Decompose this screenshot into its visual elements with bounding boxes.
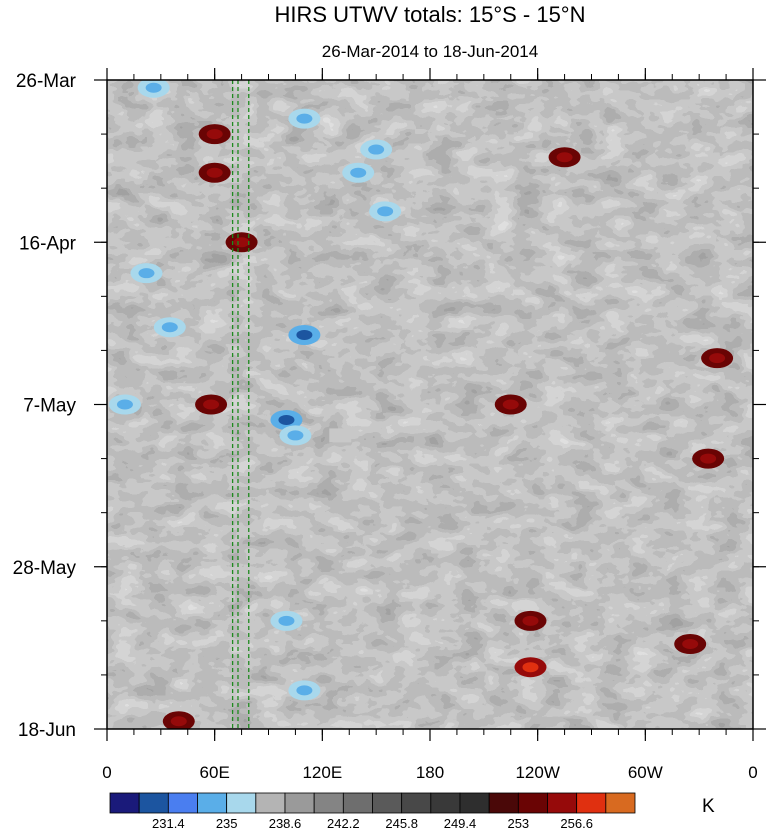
feature-core-2 bbox=[368, 144, 385, 155]
colorbar-label-0: 231.4 bbox=[152, 816, 185, 830]
y-tick-label-3: 28-May bbox=[13, 558, 77, 579]
x-axis: 0 60E 120E 180 120W 60W 0 bbox=[102, 68, 758, 782]
missing-data-patch bbox=[329, 428, 352, 443]
feature-core-15 bbox=[233, 237, 250, 248]
feature-layer bbox=[108, 80, 734, 729]
feature-core-13 bbox=[206, 129, 223, 140]
colorbar-label-5: 249.4 bbox=[444, 816, 477, 830]
colorbar-swatch-3 bbox=[197, 792, 228, 814]
feature-core-24 bbox=[170, 716, 187, 727]
feature-core-16 bbox=[203, 399, 220, 410]
x-tick-label-0: 0 bbox=[102, 763, 111, 782]
colorbar-swatch-16 bbox=[576, 792, 607, 814]
feature-core-17 bbox=[556, 152, 573, 163]
y-tick-label-4: 18-Jun bbox=[18, 720, 76, 741]
colorbar-swatch-2 bbox=[167, 792, 198, 814]
colorbar-swatch-15 bbox=[547, 792, 578, 814]
y-tick-label-1: 16-Apr bbox=[19, 233, 77, 254]
chart-title: HIRS UTWV totals: 15°S - 15°N bbox=[274, 2, 585, 27]
feature-core-20 bbox=[700, 453, 717, 464]
colorbar-swatch-9 bbox=[372, 792, 403, 814]
colorbar-swatch-12 bbox=[459, 792, 490, 814]
feature-core-11 bbox=[278, 615, 295, 626]
feature-core-14 bbox=[206, 167, 223, 178]
colorbar-label-2: 238.6 bbox=[269, 816, 302, 830]
colorbar: 231.4 235 238.6 242.2 245.8 249.4 253 256.6 bbox=[109, 792, 636, 830]
colorbar-swatch-13 bbox=[488, 792, 519, 814]
colorbar-unit: K bbox=[702, 796, 715, 817]
colorbar-swatch-14 bbox=[517, 792, 548, 814]
colorbar-label-3: 242.2 bbox=[327, 816, 360, 830]
feature-core-9 bbox=[278, 414, 295, 425]
plot-field bbox=[107, 80, 753, 729]
feature-core-5 bbox=[138, 268, 155, 279]
feature-core-4 bbox=[377, 206, 394, 217]
colorbar-swatch-10 bbox=[401, 792, 432, 814]
x-tick-label-3: 180 bbox=[416, 763, 444, 782]
feature-core-12 bbox=[296, 685, 313, 696]
colorbar-swatch-1 bbox=[138, 792, 169, 814]
colorbar-label-7: 256.6 bbox=[560, 816, 593, 830]
colorbar-label-6: 253 bbox=[507, 816, 529, 830]
feature-core-21 bbox=[522, 615, 539, 626]
colorbar-label-1: 235 bbox=[216, 816, 238, 830]
colorbar-swatch-4 bbox=[226, 792, 257, 814]
colorbar-swatch-5 bbox=[255, 792, 286, 814]
colorbar-swatch-0 bbox=[109, 792, 140, 814]
feature-core-0 bbox=[145, 82, 162, 93]
y-tick-label-2: 7-May bbox=[23, 396, 76, 417]
colorbar-swatch-17 bbox=[605, 792, 636, 814]
colorbar-label-4: 245.8 bbox=[385, 816, 418, 830]
reference-lines bbox=[231, 80, 250, 729]
colorbar-swatch-8 bbox=[342, 792, 373, 814]
feature-core-3 bbox=[350, 167, 367, 178]
feature-core-1 bbox=[296, 113, 313, 124]
y-tick-label-0: 26-Mar bbox=[16, 71, 77, 92]
feature-core-22 bbox=[522, 662, 539, 673]
x-tick-label-5: 60W bbox=[628, 763, 663, 782]
feature-core-8 bbox=[116, 399, 133, 410]
feature-core-6 bbox=[161, 322, 178, 333]
colorbar-swatch-11 bbox=[430, 792, 461, 814]
feature-core-10 bbox=[287, 430, 304, 441]
x-tick-label-4: 120W bbox=[515, 763, 559, 782]
x-tick-label-2: 120E bbox=[302, 763, 342, 782]
y-axis: 26-Mar 16-Apr 7-May 28-May 18-Jun bbox=[13, 71, 766, 741]
colorbar-swatch-7 bbox=[313, 792, 344, 814]
chart-subtitle: 26-Mar-2014 to 18-Jun-2014 bbox=[322, 42, 538, 61]
feature-core-18 bbox=[502, 399, 519, 410]
feature-core-7 bbox=[296, 329, 313, 340]
x-tick-label-1: 60E bbox=[200, 763, 230, 782]
feature-core-23 bbox=[682, 639, 699, 650]
colorbar-swatch-6 bbox=[284, 792, 315, 814]
feature-core-19 bbox=[709, 353, 726, 364]
x-tick-label-6: 0 bbox=[748, 763, 757, 782]
